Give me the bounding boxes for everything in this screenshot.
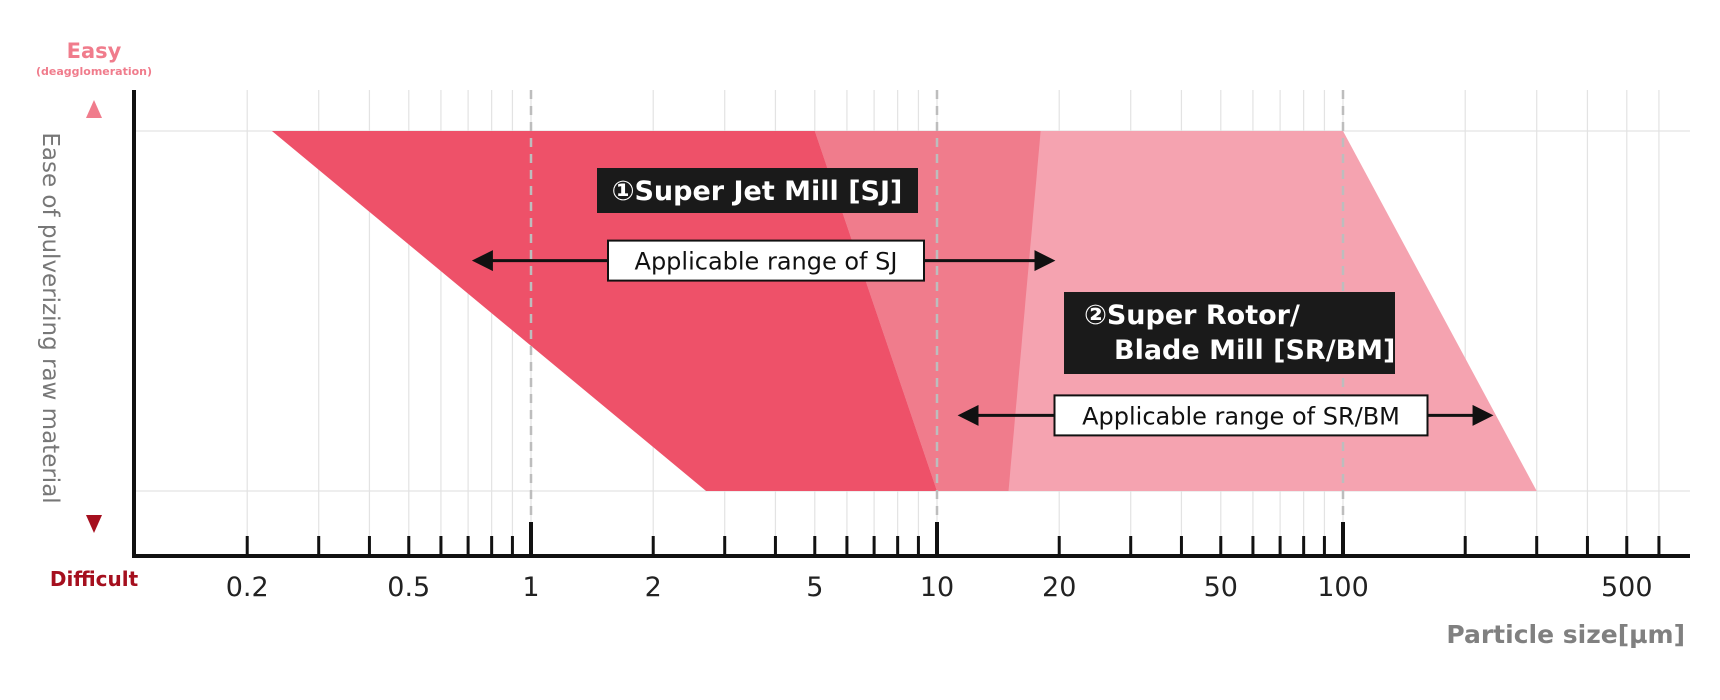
x-tick-label: 20 [1042,572,1076,603]
range-arrows: Applicable range of SJ Applicable range o… [471,239,1494,437]
y-arrow-bottom-head [86,515,102,533]
srbm-label-box: ②Super Rotor/ Blade Mill [SR/BM] [1064,292,1395,374]
sj-label-box: ①Super Jet Mill [SJ] [597,168,918,213]
x-tick-label: 0.5 [387,572,430,603]
sj-label: ①Super Jet Mill [SJ] [612,176,903,207]
x-tick-label: 10 [920,572,954,603]
x-tick-label: 100 [1317,572,1369,603]
srbm-label-line1: ②Super Rotor/ [1084,300,1300,331]
x-tick-label: 0.2 [226,572,269,603]
x-tick-label: 50 [1204,572,1238,603]
y-arrow-top-head [86,100,102,118]
y-axis-title: Ease of pulverizing raw material [37,132,63,503]
x-tick-label: 1 [522,572,539,603]
y-top-sublabel: (deagglomeration) [36,65,152,78]
x-ticks: 0.2 0.5 1 2 5 10 20 50 100 500 [226,522,1661,603]
x-tick-label: 5 [806,572,823,603]
range-label: Applicable range of SJ [635,248,898,276]
srbm-label-line2: Blade Mill [SR/BM] [1114,335,1395,366]
y-top-label: Easy [67,39,122,63]
range-label: Applicable range of SR/BM [1082,402,1400,430]
range-label-box [607,239,925,282]
region-overlap [814,131,1041,491]
range-label-box [1053,394,1429,437]
y-bottom-label: Difficult [50,567,139,591]
x-tick-label: 2 [645,572,662,603]
x-axis-title: Particle size[µm] [1446,620,1685,649]
x-tick-label: 500 [1601,572,1653,603]
axes [132,90,1690,558]
